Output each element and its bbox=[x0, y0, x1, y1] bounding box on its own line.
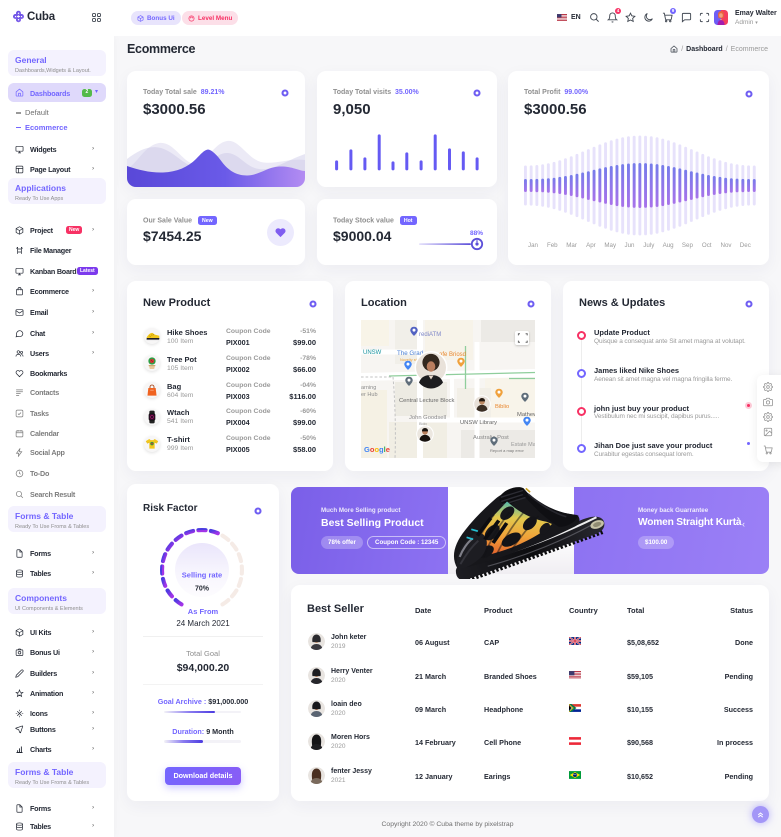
svg-text:Feb: Feb bbox=[547, 242, 558, 249]
svg-text:Sep: Sep bbox=[682, 242, 694, 249]
svg-text:Bldg: Bldg bbox=[419, 422, 427, 426]
svg-text:Australia Post: Australia Post bbox=[473, 435, 509, 441]
svg-text:er Hub: er Hub bbox=[361, 392, 378, 398]
svg-text:Report a map error: Report a map error bbox=[490, 448, 524, 453]
svg-text:UNSW Library: UNSW Library bbox=[460, 420, 497, 426]
svg-text:July: July bbox=[643, 242, 655, 249]
svg-text:Novelty st: Novelty st bbox=[400, 358, 418, 362]
svg-text:May: May bbox=[604, 242, 617, 249]
svg-text:UNSW: UNSW bbox=[363, 350, 382, 356]
svg-text:Apr: Apr bbox=[586, 242, 596, 249]
svg-text:Estate Ma: Estate Ma bbox=[511, 442, 535, 448]
svg-text:Central Lecture Block: Central Lecture Block bbox=[399, 398, 455, 404]
svg-text:Mathew: Mathew bbox=[517, 412, 535, 418]
svg-text:Biblio: Biblio bbox=[495, 404, 509, 410]
svg-text:Jun: Jun bbox=[625, 242, 636, 249]
svg-text:Selling rate: Selling rate bbox=[182, 571, 222, 580]
svg-text:arning: arning bbox=[361, 385, 376, 391]
svg-text:John Goodsell: John Goodsell bbox=[409, 415, 446, 421]
svg-text:rediATM: rediATM bbox=[419, 332, 441, 338]
svg-text:The Grad: The Grad bbox=[397, 350, 424, 357]
svg-text:Oct: Oct bbox=[702, 242, 712, 249]
svg-text:Dec: Dec bbox=[740, 242, 751, 249]
svg-text:afe Briosd: afe Briosd bbox=[439, 352, 466, 358]
svg-text:Google: Google bbox=[364, 445, 390, 454]
svg-text:Aug: Aug bbox=[663, 242, 675, 249]
svg-text:70%: 70% bbox=[195, 586, 210, 593]
svg-text:Mar: Mar bbox=[566, 242, 577, 249]
svg-text:Nov: Nov bbox=[720, 242, 732, 249]
svg-text:Jan: Jan bbox=[528, 242, 539, 249]
